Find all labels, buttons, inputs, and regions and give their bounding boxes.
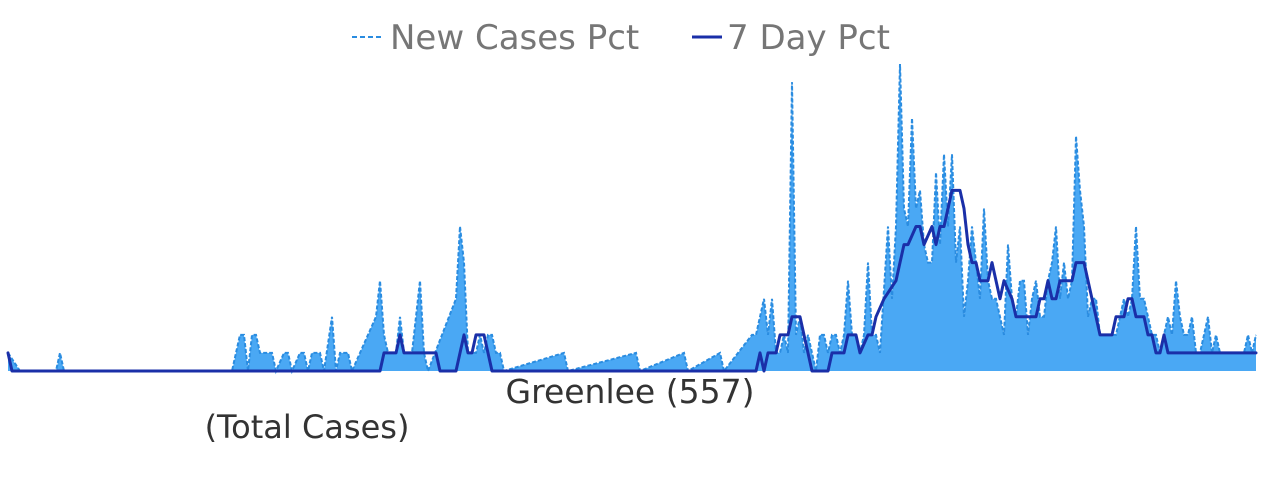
line-7-day-pct	[6, 188, 1258, 373]
series-new-cases-pct	[7, 63, 1257, 375]
legend-label-new-cases-pct: New Cases Pct	[390, 18, 639, 58]
legend: New Cases Pct 7 Day Pct	[352, 18, 890, 58]
series-7-day-pct	[6, 188, 1258, 373]
plot-area	[6, 63, 1258, 375]
legend-label-7-day-pct: 7 Day Pct	[727, 18, 890, 58]
x-axis-label: Greenlee (557)	[506, 372, 755, 411]
area-new-cases-pct	[8, 64, 1256, 371]
legend-item-7-day-pct[interactable]: 7 Day Pct	[692, 18, 890, 58]
line-new-cases-pct	[7, 63, 1257, 375]
x-axis-sublabel: (Total Cases)	[205, 408, 410, 446]
legend-item-new-cases-pct[interactable]: New Cases Pct	[352, 18, 639, 58]
